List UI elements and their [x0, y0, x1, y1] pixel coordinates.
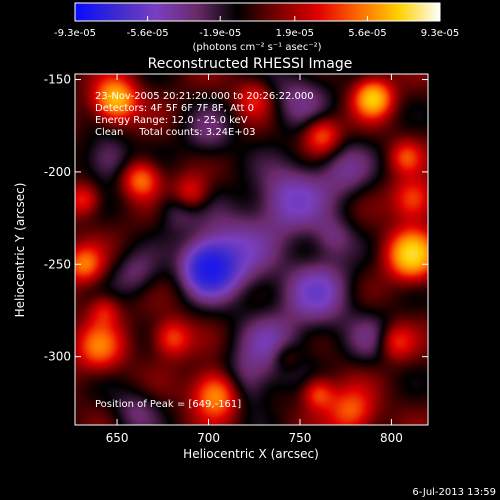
chart-title: Reconstructed RHESSI Image — [148, 56, 353, 72]
y-tick-label: -250 — [44, 257, 71, 271]
colorbar-ticks: -9.3e-05 -5.6e-05 -1.9e-05 1.9e-05 5.6e-05 9.… — [54, 16, 459, 39]
info-detectors: Detectors: 4F 5F 6F 7F 8F, Att 0 — [95, 103, 254, 114]
x-tick-label: 650 — [106, 431, 129, 445]
x-tick-label: 700 — [197, 431, 220, 445]
heatmap — [74, 73, 429, 426]
y-tick-label: -200 — [44, 165, 71, 179]
y-tick-label: -300 — [44, 350, 71, 364]
info-clean-counts: Clean Total counts: 3.24E+03 — [95, 127, 255, 138]
info-block: 23-Nov-2005 20:21:20.000 to 20:26:22.000… — [95, 91, 314, 138]
x-tick-label: 800 — [380, 431, 403, 445]
x-tick-label: 750 — [289, 431, 312, 445]
info-time-range: 23-Nov-2005 20:21:20.000 to 20:26:22.000 — [95, 91, 314, 102]
timestamp: 6-Jul-2013 13:59 — [412, 487, 496, 498]
y-tick-label: -150 — [44, 73, 71, 87]
peak-position-label: Position of Peak = [649,-161] — [95, 399, 241, 410]
colorbar-gradient — [74, 2, 441, 22]
x-axis-label: Heliocentric X (arcsec) — [183, 447, 319, 461]
colorbar-units-label: (photons cm⁻² s⁻¹ asec⁻²) — [192, 42, 321, 53]
y-axis-label: Heliocentric Y (arcsec) — [13, 183, 27, 318]
colorbar: -9.3e-05 -5.6e-05 -1.9e-05 1.9e-05 5.6e-05 9.… — [54, 2, 459, 53]
colorbar-tick-label: 1.9e-05 — [276, 28, 314, 39]
colorbar-tick-label: 5.6e-05 — [348, 28, 386, 39]
heatmap-image — [75, 74, 428, 425]
y-axis-ticks: -150 -200 -250 -300 — [44, 73, 428, 364]
plot-frame — [74, 73, 429, 426]
colorbar-tick-label: -1.9e-05 — [199, 28, 241, 39]
info-energy-range: Energy Range: 12.0 - 25.0 keV — [95, 115, 248, 126]
colorbar-tick-label: -5.6e-05 — [127, 28, 169, 39]
colorbar-tick-label: -9.3e-05 — [54, 28, 96, 39]
x-axis-ticks: 650 700 750 800 — [106, 74, 403, 445]
colorbar-tick-label: 9.3e-05 — [421, 28, 459, 39]
